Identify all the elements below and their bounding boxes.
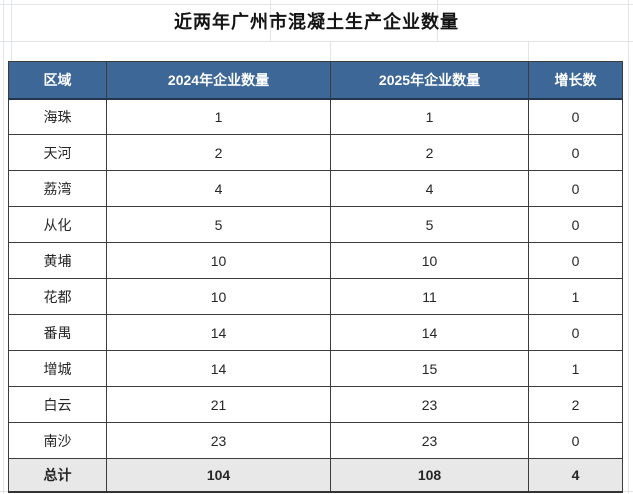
cell-2025-count[interactable]: 1 xyxy=(330,98,529,135)
header-cell-region[interactable]: 区域 xyxy=(8,61,107,100)
table-body: 海珠 1 1 0 天河 2 2 0 荔湾 4 4 0 从化 5 5 0 黄埔 10 10 0 花都 10 11 1 番禺 14 14… xyxy=(8,98,623,493)
cell-growth[interactable]: 0 xyxy=(528,422,623,459)
cell-growth[interactable]: 0 xyxy=(528,170,623,207)
table-row: 增城 14 15 1 xyxy=(8,350,623,387)
gridline-vertical xyxy=(11,0,12,61)
gridline-vertical xyxy=(3,0,4,494)
table-row: 海珠 1 1 0 xyxy=(8,98,623,135)
gridline-vertical xyxy=(437,0,438,41)
cell-2024-count[interactable]: 14 xyxy=(106,350,331,387)
cell-2024-count[interactable]: 1 xyxy=(106,98,331,135)
cell-region[interactable]: 增城 xyxy=(8,350,107,387)
cell-2024-count[interactable]: 10 xyxy=(106,278,331,315)
cell-growth[interactable]: 0 xyxy=(528,206,623,243)
cell-growth[interactable]: 0 xyxy=(528,134,623,171)
cell-2024-count[interactable]: 21 xyxy=(106,386,331,423)
cell-2025-count[interactable]: 14 xyxy=(330,314,529,351)
header-cell-2025-count[interactable]: 2025年企业数量 xyxy=(330,61,529,100)
cell-region[interactable]: 南沙 xyxy=(8,422,107,459)
table-row: 花都 10 11 1 xyxy=(8,278,623,315)
cell-2024-count[interactable]: 104 xyxy=(106,458,331,493)
cell-growth[interactable]: 0 xyxy=(528,242,623,279)
cell-2025-count[interactable]: 11 xyxy=(330,278,529,315)
header-cell-growth[interactable]: 增长数 xyxy=(528,61,623,100)
total-row: 总计 104 108 4 xyxy=(8,458,623,493)
gridline-horizontal xyxy=(0,491,633,492)
cell-region[interactable]: 黄埔 xyxy=(8,242,107,279)
cell-growth[interactable]: 0 xyxy=(528,98,623,135)
table-row: 黄埔 10 10 0 xyxy=(8,242,623,279)
gridline-vertical xyxy=(528,41,529,61)
cell-2025-count[interactable]: 5 xyxy=(330,206,529,243)
table-row: 番禺 14 14 0 xyxy=(8,314,623,351)
cell-2024-count[interactable]: 2 xyxy=(106,134,331,171)
cell-region[interactable]: 白云 xyxy=(8,386,107,423)
cell-2024-count[interactable]: 14 xyxy=(106,314,331,351)
table-header-row: 区域 2024年企业数量 2025年企业数量 增长数 xyxy=(8,61,623,100)
cell-2024-count[interactable]: 4 xyxy=(106,170,331,207)
cell-2025-count[interactable]: 15 xyxy=(330,350,529,387)
cell-growth[interactable]: 2 xyxy=(528,386,623,423)
table-row: 天河 2 2 0 xyxy=(8,134,623,171)
table-row: 从化 5 5 0 xyxy=(8,206,623,243)
cell-2025-count[interactable]: 10 xyxy=(330,242,529,279)
cell-2025-count[interactable]: 2 xyxy=(330,134,529,171)
cell-region[interactable]: 番禺 xyxy=(8,314,107,351)
cell-region[interactable]: 从化 xyxy=(8,206,107,243)
cell-region[interactable]: 总计 xyxy=(8,458,107,493)
gridline-horizontal xyxy=(0,4,633,5)
header-cell-2024-count[interactable]: 2024年企业数量 xyxy=(106,61,331,100)
table-row: 荔湾 4 4 0 xyxy=(8,170,623,207)
cell-2025-count[interactable]: 108 xyxy=(330,458,529,493)
cell-growth[interactable]: 1 xyxy=(528,278,623,315)
gridline-vertical xyxy=(628,0,629,494)
cell-2024-count[interactable]: 23 xyxy=(106,422,331,459)
cell-2025-count[interactable]: 23 xyxy=(330,422,529,459)
cell-2024-count[interactable]: 10 xyxy=(106,242,331,279)
gridline-vertical xyxy=(270,0,271,41)
concrete-enterprises-table: 区域 2024年企业数量 2025年企业数量 增长数 海珠 1 1 0 天河 2 2 0 荔湾 4… xyxy=(8,61,623,493)
gridline-horizontal xyxy=(0,41,633,42)
cell-growth[interactable]: 1 xyxy=(528,350,623,387)
cell-growth[interactable]: 4 xyxy=(528,458,623,493)
cell-region[interactable]: 天河 xyxy=(8,134,107,171)
cell-growth[interactable]: 0 xyxy=(528,314,623,351)
cell-2025-count[interactable]: 4 xyxy=(330,170,529,207)
table-row: 南沙 23 23 0 xyxy=(8,422,623,459)
cell-region[interactable]: 海珠 xyxy=(8,98,107,135)
cell-region[interactable]: 花都 xyxy=(8,278,107,315)
cell-2024-count[interactable]: 5 xyxy=(106,206,331,243)
table-title: 近两年广州市混凝土生产企业数量 xyxy=(174,12,459,32)
table-row: 白云 21 23 2 xyxy=(8,386,623,423)
cell-region[interactable]: 荔湾 xyxy=(8,170,107,207)
cell-2025-count[interactable]: 23 xyxy=(330,386,529,423)
gridline-vertical xyxy=(330,41,331,61)
